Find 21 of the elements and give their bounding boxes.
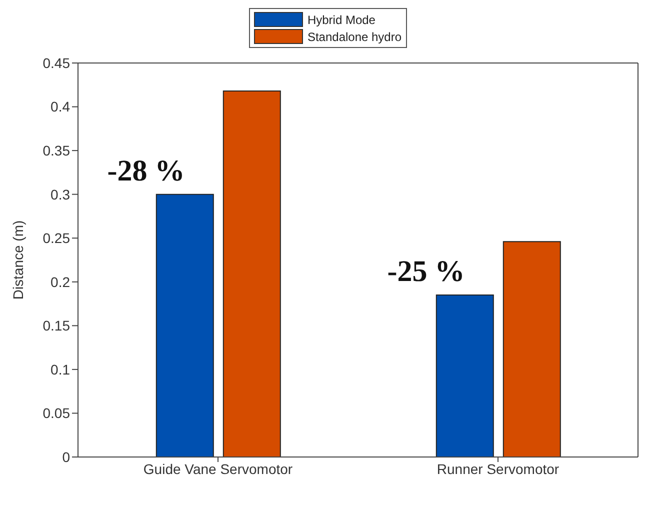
y-tick-label: 0.2 — [50, 274, 70, 290]
bar — [156, 194, 214, 457]
bar — [502, 241, 561, 457]
y-axis-title: Distance (m) — [10, 220, 26, 300]
y-tick-label: 0.25 — [42, 230, 70, 246]
y-tick-label: 0.1 — [50, 361, 70, 378]
y-tick-label: 0.05 — [42, 405, 70, 422]
y-tick-label: 0 — [62, 448, 70, 465]
bar — [222, 90, 281, 457]
x-tick-label: Runner Servomotor — [436, 460, 560, 477]
bar — [436, 294, 494, 457]
annotation: -28 % — [107, 154, 185, 188]
y-tick-label: 0.4 — [50, 98, 70, 115]
legend-label: Hybrid Mode — [307, 12, 376, 26]
x-tick-label: Guide Vane Servomotor — [143, 460, 293, 477]
y-tick-label: 0.3 — [50, 186, 70, 202]
y-tick-label: 0.45 — [42, 54, 70, 71]
annotation: -25 % — [387, 255, 465, 288]
legend-label: Standalone hydro — [307, 30, 402, 44]
y-tick-label: 0.35 — [42, 142, 70, 159]
y-tick-label: 0.15 — [42, 318, 70, 334]
